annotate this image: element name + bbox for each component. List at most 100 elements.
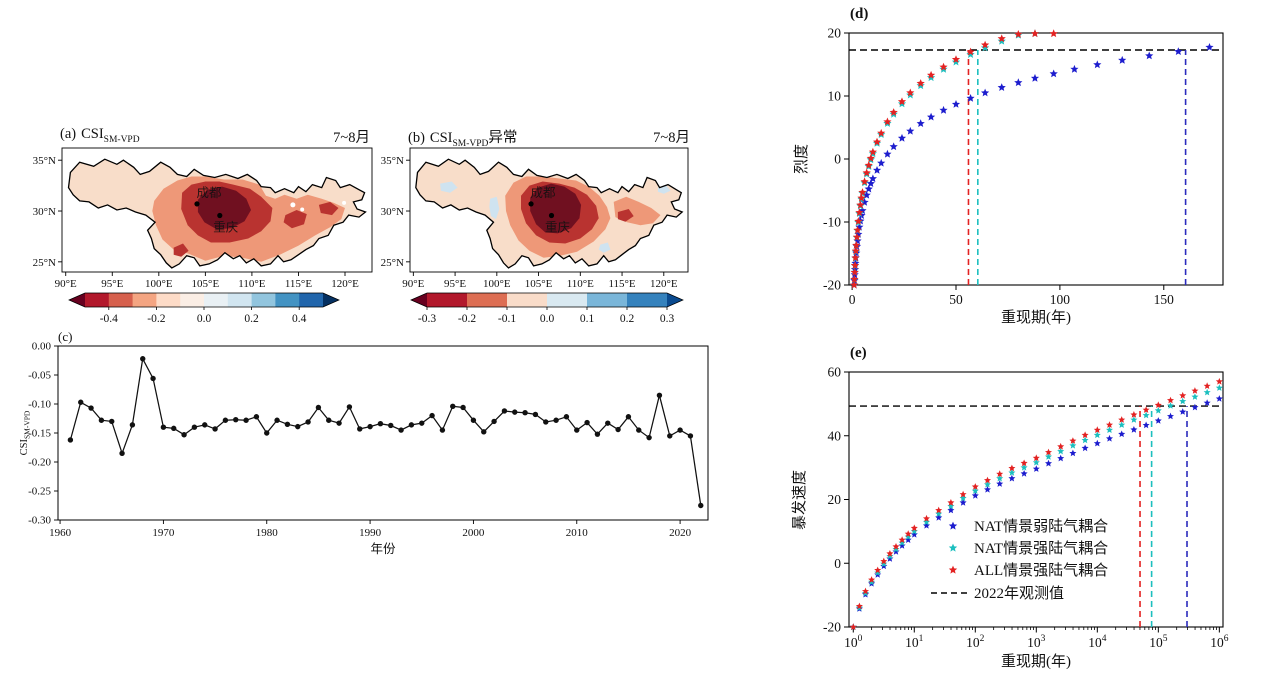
svg-text:年份: 年份 — [370, 542, 396, 556]
svg-text:1960: 1960 — [49, 527, 72, 539]
svg-text:(d): (d) — [850, 6, 868, 22]
svg-text:-0.1: -0.1 — [498, 313, 516, 325]
svg-text:-0.2: -0.2 — [147, 313, 165, 325]
svg-text:115°E: 115°E — [608, 278, 635, 290]
svg-text:重庆: 重庆 — [213, 219, 239, 234]
svg-text:20: 20 — [828, 26, 842, 41]
svg-text:0.2: 0.2 — [244, 313, 259, 325]
panel-a-csi: CSI — [81, 126, 104, 142]
svg-text:40: 40 — [828, 428, 842, 443]
svg-text:-0.15: -0.15 — [28, 428, 51, 440]
svg-text:102: 102 — [966, 634, 985, 650]
svg-text:2000: 2000 — [462, 527, 485, 539]
svg-text:2010: 2010 — [566, 527, 589, 539]
svg-text:90°E: 90°E — [55, 278, 77, 290]
svg-text:95°E: 95°E — [101, 278, 123, 290]
svg-text:95°E: 95°E — [444, 278, 466, 290]
svg-text:0: 0 — [849, 292, 856, 307]
svg-text:-0.2: -0.2 — [458, 313, 476, 325]
svg-text:100: 100 — [1050, 292, 1071, 307]
svg-text:0.0: 0.0 — [540, 313, 555, 325]
svg-text:烈度: 烈度 — [793, 144, 810, 174]
svg-text:重现期(年): 重现期(年) — [1001, 653, 1071, 670]
svg-text:105°E: 105°E — [525, 278, 553, 290]
svg-text:115°E: 115°E — [285, 278, 312, 290]
svg-text:35°N: 35°N — [381, 155, 404, 167]
svg-text:2022年观测值: 2022年观测值 — [974, 585, 1064, 602]
colorbar-b: -0.3 -0.2 -0.1 0.0 0.1 0.2 0.3 — [410, 292, 684, 325]
panel-b-label: (b) — [408, 130, 425, 146]
svg-text:105°E: 105°E — [192, 278, 220, 290]
svg-text:106: 106 — [1210, 634, 1229, 650]
svg-text:105: 105 — [1149, 634, 1168, 650]
svg-text:(c): (c) — [58, 329, 72, 344]
svg-text:-0.3: -0.3 — [418, 313, 436, 325]
scatter-panel-d: 0 50 100 150 -20 -10 0 10 20 (d) 重现期(年) 烈度 — [793, 6, 1224, 326]
panel-b-csi-sub: SM-VPD — [452, 138, 489, 149]
panel-b-title: (b) CSISM-VPD异常 7~8月 — [408, 126, 690, 149]
panel-b-csi: CSI — [429, 130, 453, 146]
svg-text:30°N: 30°N — [381, 206, 404, 218]
svg-text:25°N: 25°N — [33, 257, 56, 269]
svg-text:1990: 1990 — [359, 527, 382, 539]
panel-a-title-text: (a) CSISM-VPD — [60, 126, 140, 147]
svg-text:(e): (e) — [850, 345, 867, 361]
svg-text:60: 60 — [828, 365, 842, 380]
svg-text:成都: 成都 — [531, 186, 557, 200]
svg-text:0.00: 0.00 — [32, 341, 52, 353]
svg-text:NAT情景弱陆气耦合: NAT情景弱陆气耦合 — [974, 518, 1108, 535]
panel-a-label: (a) — [60, 126, 77, 142]
svg-text:35°N: 35°N — [33, 155, 56, 167]
svg-text:暴发速度: 暴发速度 — [791, 470, 808, 530]
svg-text:120°E: 120°E — [331, 278, 359, 290]
svg-text:100°E: 100°E — [483, 278, 511, 290]
svg-text:-20: -20 — [823, 620, 841, 635]
svg-text:-0.4: -0.4 — [100, 313, 118, 325]
svg-text:-0.25: -0.25 — [28, 486, 51, 498]
svg-text:25°N: 25°N — [381, 257, 404, 269]
panel-a-title: (a) CSISM-VPD 7~8月 — [60, 126, 370, 147]
svg-text:2020: 2020 — [669, 527, 692, 539]
svg-text:120°E: 120°E — [650, 278, 678, 290]
svg-text:-20: -20 — [823, 278, 841, 293]
svg-text:-10: -10 — [823, 215, 841, 230]
svg-text:0.4: 0.4 — [292, 313, 307, 325]
svg-text:0: 0 — [834, 556, 841, 571]
panel-b-title-text: (b) CSISM-VPD异常 — [408, 126, 517, 149]
svg-text:0.2: 0.2 — [620, 313, 635, 325]
svg-text:NAT情景强陆气耦合: NAT情景强陆气耦合 — [974, 540, 1108, 557]
svg-text:重庆: 重庆 — [545, 219, 571, 234]
panel-b-period: 7~8月 — [653, 130, 690, 146]
svg-text:90°E: 90°E — [402, 278, 424, 290]
svg-text:1980: 1980 — [256, 527, 279, 539]
panel-a-period: 7~8月 — [333, 130, 370, 146]
svg-text:1970: 1970 — [152, 527, 175, 539]
svg-text:100°E: 100°E — [145, 278, 173, 290]
svg-text:CSISM-VPD: CSISM-VPD — [19, 410, 32, 455]
svg-text:50: 50 — [949, 292, 963, 307]
svg-text:重现期(年): 重现期(年) — [1001, 309, 1071, 326]
svg-text:0.1: 0.1 — [580, 313, 595, 325]
svg-text:-0.10: -0.10 — [28, 399, 51, 411]
svg-text:ALL情景强陆气耦合: ALL情景强陆气耦合 — [974, 562, 1108, 579]
panel-b-suffix: 异常 — [488, 130, 518, 146]
svg-text:30°N: 30°N — [33, 206, 56, 218]
svg-text:成都: 成都 — [196, 186, 222, 200]
svg-text:-0.20: -0.20 — [28, 457, 51, 469]
map-panel-b: 90°E 95°E 100°E 105°E 110°E 115°E 120°E 25°N 30°… — [381, 147, 689, 290]
svg-text:-0.30: -0.30 — [28, 515, 51, 527]
svg-text:0.3: 0.3 — [660, 313, 675, 325]
map-panel-a: 90°E 95°E 100°E 105°E 110°E 115°E 120°E 25°N 30°… — [33, 147, 373, 290]
svg-text:100: 100 — [844, 634, 863, 650]
svg-text:150: 150 — [1154, 292, 1175, 307]
svg-text:0: 0 — [834, 152, 841, 167]
svg-text:104: 104 — [1088, 634, 1107, 650]
svg-text:-0.05: -0.05 — [28, 370, 51, 382]
svg-text:110°E: 110°E — [567, 278, 594, 290]
svg-text:10: 10 — [828, 89, 842, 104]
svg-text:103: 103 — [1027, 634, 1046, 650]
colorbar-a: -0.4 -0.2 0.0 0.2 0.4 — [68, 292, 340, 325]
svg-text:0.0: 0.0 — [197, 313, 212, 325]
